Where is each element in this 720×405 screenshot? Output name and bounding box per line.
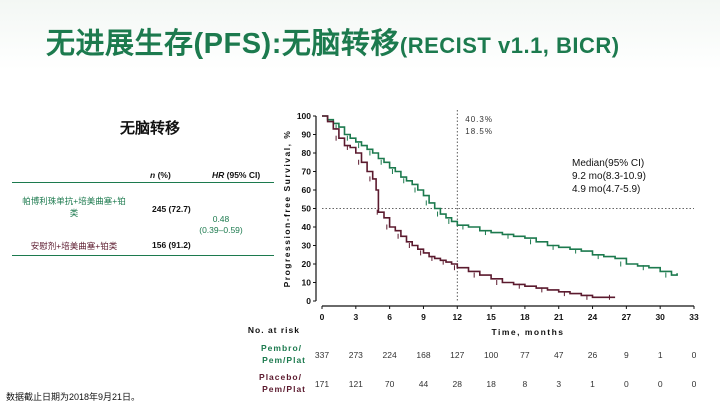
km-curve-pembro (322, 115, 678, 276)
y-tick-label: 100 (297, 111, 311, 121)
hr-block: 0.48 (0.39–0.59) (196, 214, 246, 236)
y-tick-label: 90 (302, 130, 312, 140)
y-tick-label: 40 (302, 222, 312, 232)
table-top-rule (12, 182, 274, 183)
risk-value: 28 (453, 379, 463, 389)
y-tick-label: 70 (302, 167, 312, 177)
risk-value: 47 (554, 350, 564, 360)
n-pembro: 245 (72.7) (152, 204, 191, 214)
arm-label-placebo: 安慰剂+培美曲塞+铂类 (14, 240, 134, 252)
arm-label-pembro-line2: 类 (69, 208, 79, 218)
risk-value: 127 (450, 350, 464, 360)
risk-value: 8 (523, 379, 528, 389)
risk-value: 9 (624, 350, 629, 360)
x-tick-label: 9 (421, 312, 426, 322)
risk-value: 3 (556, 379, 561, 389)
y-tick-label: 0 (306, 296, 311, 306)
y-tick-label: 80 (302, 148, 312, 158)
risk-value: 26 (588, 350, 598, 360)
risk-row-label: Pem/Plat (262, 355, 306, 365)
y-tick-label: 10 (302, 278, 312, 288)
risk-value: 224 (383, 350, 397, 360)
slide-title-sub: (RECIST v1.1, BICR) (399, 33, 620, 58)
y-tick-label: 60 (302, 185, 312, 195)
median-pembro: 9.2 mo(8.3-10.9) (572, 171, 646, 182)
risk-value: 273 (349, 350, 363, 360)
y-tick-label: 20 (302, 259, 312, 269)
subgroup-label: 无脑转移 (120, 120, 181, 137)
x-tick-label: 21 (554, 312, 564, 322)
risk-value: 0 (624, 379, 629, 389)
header-hr-unit: (95% CI) (224, 170, 261, 180)
table-bottom-rule (12, 255, 274, 256)
risk-value: 0 (692, 350, 697, 360)
title-bar (0, 0, 720, 70)
risk-value: 18 (486, 379, 496, 389)
risk-value: 44 (419, 379, 429, 389)
arm-label-placebo-line1: 安慰剂+培美曲塞+铂类 (30, 241, 118, 251)
x-tick-label: 12 (453, 312, 463, 322)
risk-row-label: Pembro/ (261, 343, 302, 353)
risk-value: 1 (590, 379, 595, 389)
arm-label-pembro-line1: 帕博利珠单抗+培美曲塞+铂 (22, 196, 126, 206)
y-axis-label: Progression-free Survival, % (282, 130, 292, 288)
risk-table-title: No. at risk (248, 325, 300, 335)
km-curve-placebo (322, 115, 616, 299)
risk-row-label: Pem/Plat (262, 384, 306, 394)
x-tick-label: 18 (520, 312, 530, 322)
x-tick-label: 0 (320, 312, 325, 322)
risk-value: 337 (315, 350, 329, 360)
n-placebo: 156 (91.2) (152, 240, 191, 250)
x-tick-label: 3 (353, 312, 358, 322)
x-tick-label: 6 (387, 312, 392, 322)
annotation-placebo-12mo: 18.5% (465, 127, 493, 136)
footnote: 数据截止日期为2018年9月21日。 (6, 392, 141, 402)
axes (313, 115, 695, 309)
median-title: Median(95% CI) (572, 158, 644, 169)
y-tick-label: 30 (302, 241, 312, 251)
risk-value: 1 (658, 350, 663, 360)
risk-value: 121 (349, 379, 363, 389)
x-tick-label: 27 (622, 312, 632, 322)
slide-title: 无进展生存(PFS):无脑转移(RECIST v1.1, BICR) (46, 20, 620, 62)
risk-value: 70 (385, 379, 395, 389)
risk-value: 168 (416, 350, 430, 360)
series-layer (322, 115, 678, 300)
x-tick-label: 33 (689, 312, 699, 322)
arm-label-pembro: 帕博利珠单抗+培美曲塞+铂 类 (14, 195, 134, 219)
slide-title-main: 无进展生存(PFS):无脑转移 (46, 28, 400, 60)
risk-value: 77 (520, 350, 530, 360)
hr-ci: (0.39–0.59) (199, 225, 243, 235)
x-axis-label: Time, months (491, 327, 564, 337)
header-hr-italic: HR (212, 170, 225, 180)
annotation-pembro-12mo: 40.3% (465, 115, 493, 124)
y-tick-label: 50 (302, 204, 312, 214)
x-tick-label: 30 (655, 312, 665, 322)
median-placebo: 4.9 mo(4.7-5.9) (572, 184, 640, 195)
x-tick-label: 24 (588, 312, 598, 322)
x-tick-label: 15 (486, 312, 496, 322)
risk-value: 0 (658, 379, 663, 389)
hr-value: 0.48 (212, 214, 230, 224)
risk-value: 0 (692, 379, 697, 389)
reference-lines (322, 110, 694, 301)
table-header-n: n (%) (150, 170, 171, 180)
risk-value: 171 (315, 379, 329, 389)
risk-value: 100 (484, 350, 498, 360)
risk-row-label: Placebo/ (259, 372, 302, 382)
header-n-unit: (%) (155, 170, 171, 180)
table-header-hr: HR (95% CI) (212, 170, 260, 180)
header-n-italic: n (150, 170, 156, 180)
